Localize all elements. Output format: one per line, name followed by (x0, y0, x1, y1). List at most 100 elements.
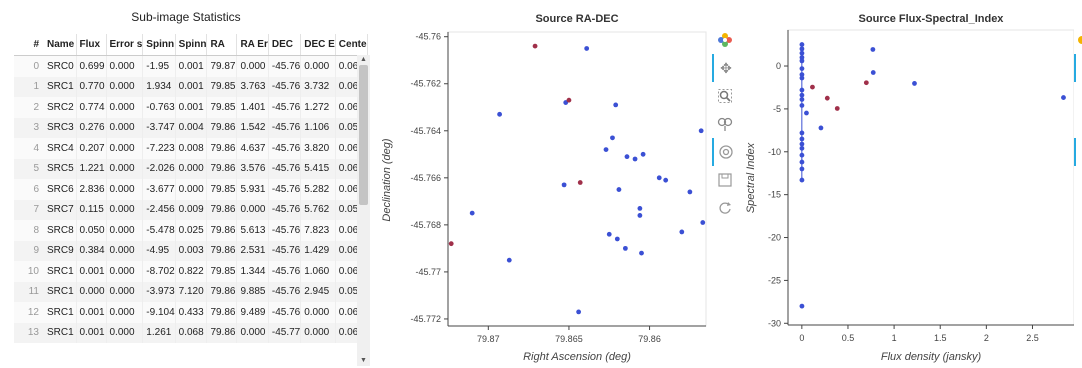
table-row[interactable]: 0 SRC0 0.699 0.000 -1.95 0.001 79.87 0.000 -45.7… (14, 55, 368, 77)
scatter-point[interactable] (616, 187, 622, 192)
table-row[interactable]: 13 SRC1 0.001 0.000 1.261 0.068 79.86 0.000 -45.… (14, 322, 368, 343)
column-header[interactable]: Flux (76, 34, 107, 56)
scatter-point[interactable] (663, 177, 669, 183)
scatter-point[interactable] (632, 156, 638, 162)
scatter-point[interactable] (610, 135, 615, 141)
column-header[interactable]: RA Er (236, 34, 269, 56)
scatter-point[interactable] (799, 58, 805, 64)
scatter-point[interactable] (584, 46, 590, 51)
scatter-point[interactable] (799, 141, 805, 147)
scatter-point[interactable] (799, 46, 805, 52)
column-header[interactable]: RA (206, 34, 238, 56)
scatter-point[interactable] (799, 72, 805, 77)
scatter-point[interactable] (863, 80, 869, 86)
scatter-point[interactable] (870, 70, 876, 75)
scatter-point[interactable] (577, 180, 583, 185)
scroll-thumb[interactable] (359, 65, 368, 205)
table-row[interactable]: 2 SRC2 0.774 0.000 -0.763 0.001 79.85 1.401 -45.… (14, 97, 368, 118)
box-zoom-icon[interactable] (712, 82, 738, 110)
scatter-point[interactable] (824, 95, 830, 101)
scatter-point[interactable] (561, 182, 567, 188)
scroll-down-arrow-icon[interactable]: ▼ (360, 357, 367, 364)
column-header[interactable]: Spinn (175, 34, 208, 56)
box-zoom-icon[interactable] (1074, 82, 1082, 110)
column-header[interactable]: Cente (335, 34, 368, 56)
scatter-point[interactable] (799, 166, 805, 172)
scatter-point[interactable] (603, 147, 609, 153)
scatter-point[interactable] (799, 97, 805, 102)
scatter-point[interactable] (1061, 95, 1066, 100)
scatter-point[interactable] (799, 103, 805, 108)
save-icon[interactable] (712, 166, 738, 194)
scatter-point[interactable] (606, 231, 612, 237)
table-row[interactable]: 6 SRC6 2.836 0.000 -3.677 0.000 79.85 5.931 -45.… (14, 179, 368, 200)
save-icon[interactable] (1074, 166, 1082, 194)
scatter-point[interactable] (804, 110, 809, 116)
scatter-point[interactable] (912, 81, 917, 86)
scatter-point[interactable] (679, 229, 685, 235)
wheel-zoom-icon[interactable] (1074, 110, 1082, 138)
scatter-point[interactable] (624, 154, 630, 160)
table-scrollbar[interactable]: ▲ ▼ (357, 55, 370, 366)
pan-icon[interactable]: ✥ (712, 54, 738, 82)
scatter-point[interactable] (799, 130, 805, 136)
statistics-table[interactable]: # Name Flux Error s Spinn Spinn RA RA Er DEC DEC … (14, 34, 368, 343)
scatter-point[interactable] (799, 50, 805, 56)
scatter-point[interactable] (506, 257, 512, 263)
scatter-point[interactable] (622, 245, 628, 251)
flux-spectral-index-chart[interactable]: Source Flux-Spectral_Index 0 -5 -10 -15 -20 -… (742, 0, 1074, 368)
scatter-point[interactable] (656, 175, 662, 181)
scatter-point[interactable] (834, 106, 840, 111)
ra-dec-chart[interactable]: Source RA-DEC -45.76 -45.762 -45.764 -45.76… (374, 0, 710, 368)
scatter-point[interactable] (637, 213, 643, 218)
scatter-point[interactable] (799, 75, 805, 81)
column-header[interactable]: DEC (268, 34, 302, 56)
wheel-zoom-icon[interactable] (712, 110, 738, 138)
scatter-point[interactable] (799, 303, 805, 309)
reset-zoom-icon[interactable] (712, 138, 738, 166)
scatter-point[interactable] (566, 97, 572, 103)
scatter-point[interactable] (818, 125, 824, 131)
scatter-point[interactable] (700, 220, 706, 225)
bokeh-logo-icon[interactable] (1074, 26, 1082, 54)
scatter-point[interactable] (532, 43, 538, 49)
scatter-point[interactable] (799, 152, 805, 158)
scatter-point[interactable] (687, 189, 693, 195)
column-header[interactable]: Name (44, 34, 77, 56)
scatter-point[interactable] (799, 66, 805, 71)
table-row[interactable]: 7 SRC7 0.115 0.000 -2.456 0.009 79.86 0.000 -45.… (14, 199, 368, 220)
column-header[interactable]: Error s (106, 34, 144, 56)
bokeh-logo-icon[interactable] (712, 26, 738, 54)
scatter-point[interactable] (637, 206, 643, 211)
refresh-icon[interactable] (1074, 194, 1082, 222)
scatter-point[interactable] (870, 47, 876, 52)
scatter-point[interactable] (497, 111, 502, 117)
table-row[interactable]: 11 SRC1 0.000 0.000 -3.973 7.120 79.86 9.885 -45… (14, 281, 368, 302)
column-header-index[interactable]: # (14, 34, 44, 56)
column-header[interactable]: DEC E (300, 34, 336, 56)
table-row[interactable]: 3 SRC3 0.276 0.000 -3.747 0.004 79.86 1.542 -45.… (14, 117, 368, 138)
table-row[interactable]: 12 SRC1 0.001 0.000 -9.104 0.433 79.86 9.489 -45… (14, 302, 368, 323)
scatter-point[interactable] (799, 92, 805, 98)
table-row[interactable]: 1 SRC1 0.770 0.000 1.934 0.001 79.85 3.763 -45.7… (14, 76, 368, 97)
scatter-point[interactable] (799, 87, 805, 93)
scatter-point[interactable] (448, 241, 454, 247)
reset-zoom-icon[interactable] (1074, 138, 1082, 166)
pan-icon[interactable] (1074, 54, 1082, 82)
scatter-point[interactable] (698, 128, 704, 134)
scatter-point[interactable] (613, 102, 619, 108)
scatter-point[interactable] (640, 151, 646, 157)
table-row[interactable]: 9 SRC9 0.384 0.000 -4.95 0.003 79.86 2.531 -45.7… (14, 240, 368, 261)
scatter-point[interactable] (799, 136, 805, 142)
table-row[interactable]: 4 SRC4 0.207 0.000 -7.223 0.008 79.86 4.637 -45.… (14, 138, 368, 159)
table-row[interactable]: 5 SRC5 1.221 0.000 -2.026 0.000 79.86 3.576 -45.… (14, 158, 368, 179)
scatter-point[interactable] (469, 210, 475, 216)
table-row[interactable]: 8 SRC8 0.050 0.000 -5.478 0.025 79.86 5.613 -45.… (14, 220, 368, 241)
scatter-point[interactable] (614, 236, 620, 242)
scatter-point[interactable] (810, 84, 815, 90)
scatter-point[interactable] (639, 250, 644, 256)
scatter-point[interactable] (799, 42, 805, 47)
scatter-point[interactable] (799, 159, 805, 165)
scatter-point[interactable] (799, 55, 805, 60)
scatter-point[interactable] (799, 177, 805, 183)
